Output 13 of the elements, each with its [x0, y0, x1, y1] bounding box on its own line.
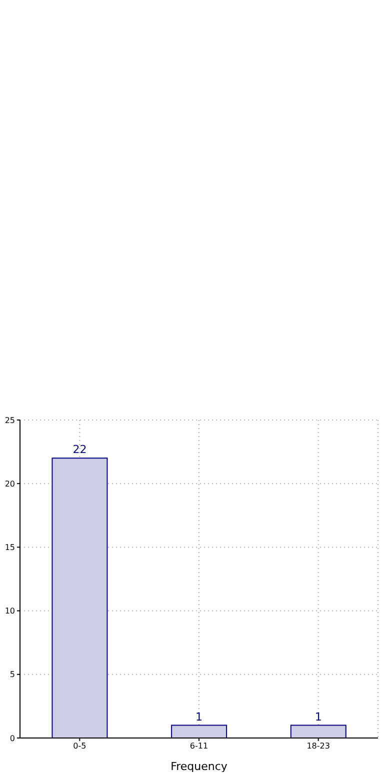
y-tick-label: 5 [10, 670, 15, 680]
data-label: 1 [314, 710, 322, 724]
x-axis-title: Frequency [170, 760, 228, 773]
x-tick-label: 6-11 [190, 742, 208, 751]
y-tick-label: 20 [4, 479, 15, 488]
data-label: 22 [72, 443, 87, 456]
x-tick-label: 0-5 [73, 742, 86, 751]
y-tick-label: 25 [4, 416, 15, 425]
y-tick-label: 10 [4, 606, 15, 616]
x-tick-label: 18-23 [306, 742, 330, 751]
y-tick-label: 15 [4, 543, 15, 552]
data-label: 1 [196, 710, 203, 724]
y-tick-label: 0 [10, 734, 15, 743]
